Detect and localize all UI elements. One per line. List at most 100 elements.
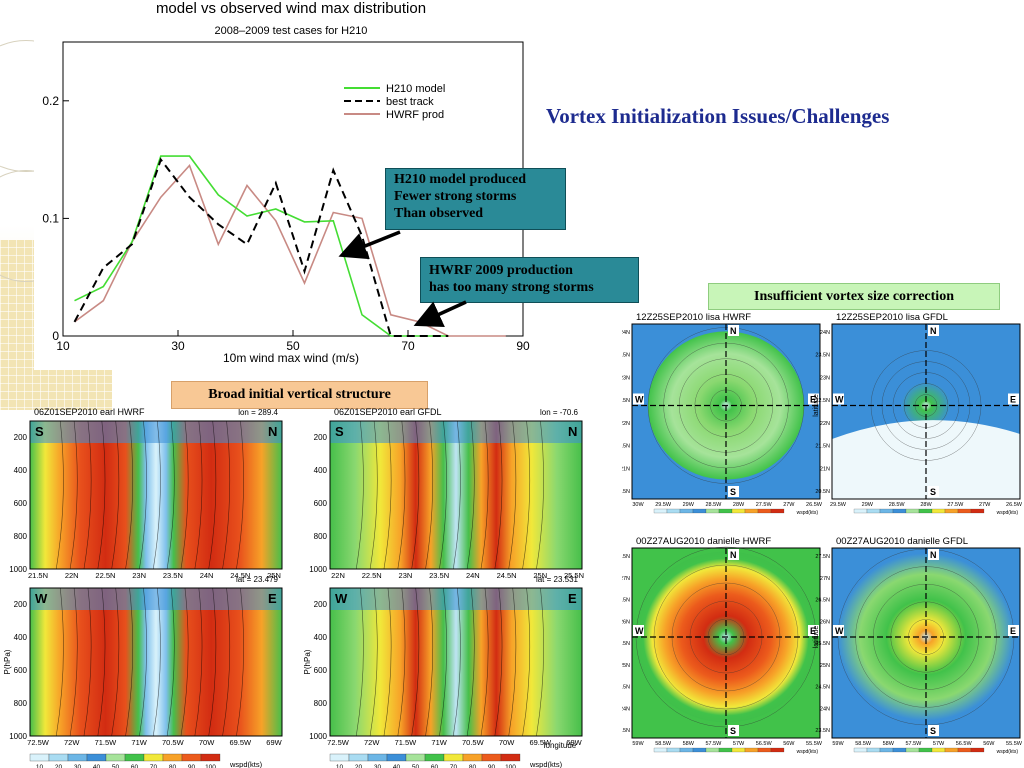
series-line-best-track — [73, 157, 449, 337]
direction-label-bg — [1008, 393, 1019, 405]
latitude-tick: 20.5N — [622, 489, 630, 495]
direction-label: W — [635, 626, 644, 636]
x-tick-label: 70 — [401, 339, 415, 353]
latitude-tick: 24.5N — [815, 685, 830, 691]
upper-level-shading — [30, 588, 282, 610]
panel-title: 00Z27AUG2010 danielle HWRF — [636, 536, 771, 547]
callout-line: has too many strong storms — [429, 280, 594, 295]
direction-label: E — [268, 591, 277, 606]
colorbar-cell — [944, 508, 959, 514]
colorbar-cell — [757, 508, 772, 514]
coordinate-tick: 72.5W — [27, 738, 50, 747]
colorbar-tick: 60 — [131, 764, 139, 768]
contour-line — [194, 587, 203, 737]
colorbar-label: wspd(kts) — [229, 760, 263, 768]
pressure-tick: 400 — [314, 633, 328, 642]
contour-line — [83, 420, 92, 570]
pressure-tick: 400 — [14, 633, 28, 642]
longitude-tick: 56W — [983, 741, 995, 747]
contour-line — [369, 587, 378, 737]
wind-speed-shading — [330, 421, 582, 569]
contour-line — [125, 420, 134, 570]
latitude-tick: 22N — [622, 421, 630, 427]
y-tick-label: 0.2 — [42, 94, 59, 108]
coordinate-tick: 69.5W — [229, 738, 252, 747]
contour-line — [139, 420, 147, 570]
wind-speed-shading — [30, 421, 282, 569]
latitude-tick: 23.5N — [622, 728, 630, 734]
contour-line — [69, 587, 78, 737]
direction-label: W — [635, 395, 644, 405]
contour-line — [383, 587, 392, 737]
colorbar-cell — [692, 747, 707, 753]
direction-label-bg — [728, 549, 739, 560]
callout-line: Fewer strong storms — [394, 189, 517, 204]
contour-line — [397, 587, 406, 737]
coordinate-tick: 70.5W — [462, 738, 485, 747]
colorbar-tick: 100 — [205, 764, 216, 768]
pressure-tick: 600 — [14, 666, 28, 675]
latitude-tick: 21N — [820, 466, 830, 472]
colorbar-cell — [957, 747, 972, 753]
coordinate-tick: 69W — [566, 738, 582, 747]
direction-label-bg — [808, 393, 819, 405]
pressure-tick: 400 — [314, 466, 328, 475]
pressure-tick: 800 — [14, 699, 28, 708]
latitude-tick: 23.5N — [815, 353, 830, 359]
coordinate-tick: 69.5W — [529, 738, 552, 747]
latitude-tick: 25N — [820, 663, 830, 669]
colorbar-cell — [770, 747, 785, 753]
colorbar-cell — [879, 747, 894, 753]
latitude-tick: 22.5N — [815, 398, 830, 404]
colorbar-tick: 70 — [150, 764, 158, 768]
colorbar-cell — [679, 747, 694, 753]
contour-line — [522, 420, 531, 570]
longitude-tick: 56.5W — [756, 741, 773, 747]
colorbar-cell — [29, 753, 50, 762]
longitude-tick: 27W — [979, 502, 991, 508]
colorbar-cell — [86, 753, 107, 762]
pressure-tick: 1000 — [309, 565, 327, 574]
contour-line — [166, 587, 175, 737]
plan-view-danielle-hwrf: 00Z27AUG2010 danielle HWRF N S W E 27.5N 27N 26… — [622, 536, 823, 755]
colorbar-tick: 40 — [393, 764, 401, 768]
colorbar-cell — [105, 753, 126, 762]
contour-line — [208, 420, 217, 570]
x-tick-label: 50 — [286, 339, 300, 353]
colorbar-tick: 30 — [74, 764, 82, 768]
contour-line — [397, 420, 406, 570]
plan-view-lisa-hwrf: 12Z25SEP2010 lisa HWRF N S W E 24N 23.5N 23N 22.… — [622, 312, 823, 516]
latitude-tick: 27N — [622, 576, 630, 582]
direction-label-bg — [833, 625, 844, 636]
colorbar-tick: 10 — [336, 764, 344, 768]
contour-line — [466, 420, 475, 570]
latitude-tick: 23N — [622, 375, 630, 381]
wind-speed-shading — [330, 588, 582, 736]
contour-line — [425, 587, 434, 737]
contour-line — [355, 420, 364, 570]
colorbar-cell — [181, 753, 202, 762]
colorbar-cell — [692, 508, 707, 514]
direction-label: N — [568, 424, 577, 439]
legend-label: best track — [386, 96, 434, 108]
contour-line — [111, 587, 120, 737]
panel-title: 00Z27AUG2010 danielle GFDL — [836, 536, 968, 547]
longitude-tick: 57W — [733, 741, 745, 747]
contour-line — [508, 587, 517, 737]
panel-frame — [631, 323, 821, 500]
latitude-tick: 21.5N — [622, 444, 630, 450]
pressure-tick: 600 — [14, 499, 28, 508]
colorbar-tick: 30 — [374, 764, 382, 768]
colorbar-cell — [892, 508, 907, 514]
colorbar-cell — [705, 747, 720, 753]
x-tick-label: 30 — [171, 339, 185, 353]
latitude-tick: 27N — [820, 576, 830, 582]
direction-label: W — [835, 626, 844, 636]
colorbar-cell — [931, 747, 946, 753]
contour-line — [411, 420, 420, 570]
colorbar-cell — [666, 508, 681, 514]
upper-level-shading — [330, 421, 582, 443]
longitude-tick: 56.5W — [956, 741, 973, 747]
latitude-tick: 24N — [622, 706, 630, 712]
colorbar-tick: 90 — [188, 764, 196, 768]
